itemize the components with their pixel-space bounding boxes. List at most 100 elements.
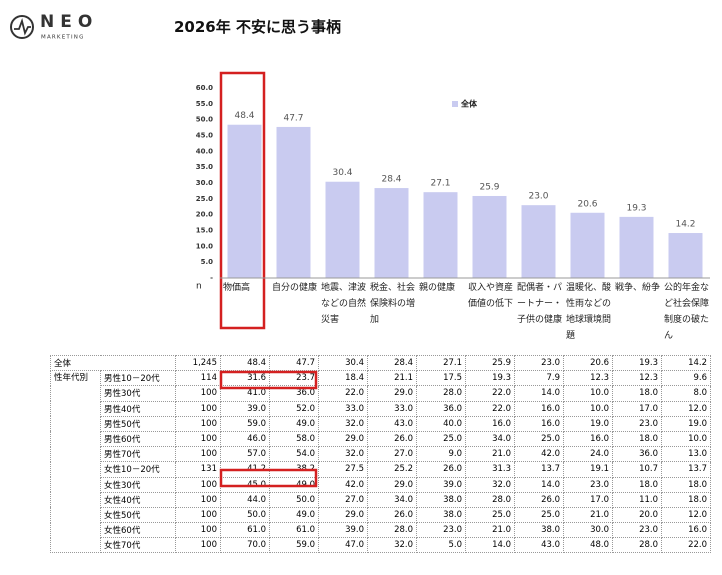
x-tick-label: 自分の健康 (272, 283, 318, 293)
bar (521, 205, 556, 278)
table-cell: 39.0 (318, 522, 368, 539)
row-n: 1,245 (175, 354, 221, 372)
table-cell: 28.0 (416, 385, 466, 402)
y-tick-label: - (210, 274, 213, 282)
table-cell: 41.2 (220, 461, 270, 478)
row-n: 100 (175, 430, 221, 448)
table-cell: 18.0 (661, 476, 711, 493)
row-n: 100 (175, 415, 221, 432)
y-tick-label: 25.0 (196, 195, 213, 203)
table-cell: 13.7 (661, 461, 711, 478)
table-cell: 16.0 (563, 430, 613, 448)
table-cell: 10.0 (661, 430, 711, 448)
group-label: 性年代別 (50, 370, 101, 554)
table-cell: 57.0 (220, 446, 270, 463)
table-cell: 28.0 (465, 491, 515, 508)
bar (668, 233, 703, 278)
highlight-box (219, 71, 266, 330)
table-cell: 7.9 (514, 370, 564, 387)
row-n: 100 (175, 506, 221, 524)
table-cell: 40.0 (416, 415, 466, 432)
table-cell: 23.0 (416, 522, 466, 539)
table-row: 女性60代 100 61.0 61.0 39.0 28.0 23.0 21.0 38.0 30.0… (51, 522, 711, 539)
table-cell: 38.2 (269, 461, 319, 478)
x-tick-label: 収入や資産価値の低下 (468, 283, 514, 309)
table-cell: 26.0 (416, 461, 466, 478)
row-label: 女性40代 (100, 491, 176, 508)
table-cell: 8.0 (661, 385, 711, 402)
table-row: 男性30代 100 41.0 36.0 22.0 29.0 28.0 22.0 14.0 10.0… (51, 385, 711, 402)
table-cell: 25.0 (416, 430, 466, 448)
table-cell: 28.0 (367, 522, 417, 539)
table-cell: 21.0 (465, 522, 515, 539)
table-row: 全体 1,245 48.4 47.7 30.4 28.4 27.1 25.9 23.0 20.6 1… (50, 354, 711, 372)
value-label: 30.4 (332, 168, 352, 178)
table-cell: 25.0 (514, 506, 564, 524)
table-cell: 23.0 (563, 476, 613, 493)
table-cell: 19.1 (563, 461, 613, 478)
table-row: 男性60代 100 46.0 58.0 29.0 26.0 25.0 34.0 25.0 16.0… (51, 430, 711, 448)
value-label: 14.2 (675, 220, 695, 230)
data-table: 全体 1,245 48.4 47.7 30.4 28.4 27.1 25.9 23.0 20.6 1… (50, 354, 711, 554)
table-cell: 46.0 (220, 430, 270, 448)
table-cell: 25.2 (367, 461, 417, 478)
table-cell: 14.0 (514, 385, 564, 402)
table-cell: 39.0 (416, 476, 466, 493)
value-label: 23.0 (528, 192, 548, 202)
value-label: 19.3 (626, 203, 646, 213)
row-n: 100 (175, 522, 221, 539)
bar (472, 195, 507, 278)
table-cell: 42.0 (318, 476, 368, 493)
table-cell: 61.0 (220, 522, 270, 539)
bar (619, 216, 654, 278)
x-tick-label: 地震、津波などの自然災害 (321, 283, 367, 325)
table-cell: 14.0 (465, 537, 515, 554)
table-cell: 12.3 (612, 370, 662, 387)
table-cell: 18.0 (661, 491, 711, 508)
row-n: 100 (175, 491, 221, 508)
logo-icon (10, 15, 34, 39)
table-cell: 21.0 (563, 506, 613, 524)
table-row: 女性70代 100 70.0 59.0 47.0 32.0 5.0 14.0 43.0 48.0 2… (51, 537, 711, 554)
table-cell: 45.0 (220, 476, 270, 493)
table-row: 男性40代 100 39.0 52.0 33.0 33.0 36.0 22.0 16.0 10.0… (51, 400, 711, 417)
table-cell: 27.0 (367, 446, 417, 463)
table-cell: 44.0 (220, 491, 270, 508)
row-label: 男性30代 (100, 385, 176, 402)
row-label: 男性40代 (100, 400, 176, 417)
y-tick-label: 20.0 (196, 211, 213, 219)
value-label: 48.4 (234, 111, 254, 121)
row-n: 114 (175, 370, 221, 387)
logo-icon-wave (14, 17, 31, 36)
table-cell: 27.1 (416, 354, 466, 372)
table-cell: 21.0 (465, 446, 515, 463)
table-cell: 32.0 (318, 415, 368, 432)
table-cell: 41.0 (220, 385, 270, 402)
legend-label: 全体 (460, 99, 478, 109)
table-cell: 32.0 (367, 537, 417, 554)
row-n: 131 (175, 461, 221, 478)
table-cell: 12.0 (661, 506, 711, 524)
y-tick-label: 30.0 (196, 179, 213, 187)
table-cell: 31.6 (220, 370, 270, 387)
table-cell: 22.0 (661, 537, 711, 554)
row-n: 100 (175, 400, 221, 417)
row-label: 男性70代 (100, 446, 176, 463)
legend-swatch (452, 101, 458, 107)
table-cell: 22.0 (318, 385, 368, 402)
x-tick-label: 物価高 (223, 283, 251, 293)
table-cell: 24.0 (563, 446, 613, 463)
x-tick-label: 戦争、紛争 (615, 283, 661, 293)
table-cell: 50.0 (269, 491, 319, 508)
table-cell: 16.0 (465, 415, 515, 432)
table-cell: 23.0 (612, 522, 662, 539)
table-cell: 58.0 (269, 430, 319, 448)
table-cell: 19.0 (563, 415, 613, 432)
table-cell: 38.0 (514, 522, 564, 539)
table-cell: 28.4 (367, 354, 417, 372)
table-cell: 23.0 (612, 415, 662, 432)
value-label: 28.4 (381, 175, 401, 185)
table-cell: 26.0 (514, 491, 564, 508)
table-cell: 13.7 (514, 461, 564, 478)
